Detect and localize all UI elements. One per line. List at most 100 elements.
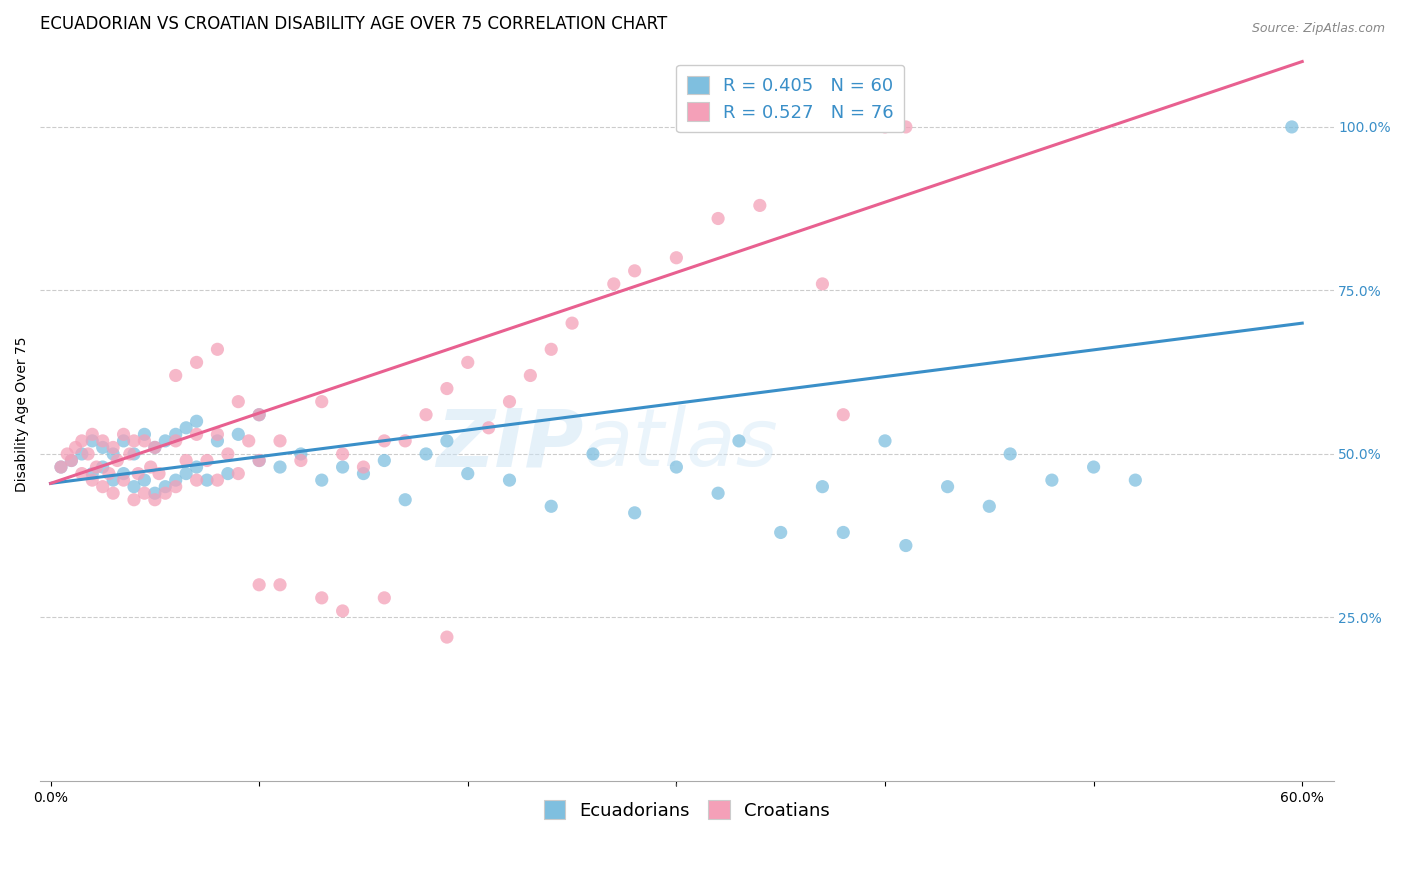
Point [186,355,208,369]
Point [707,211,730,226]
Point [436,630,458,644]
Point [457,467,479,481]
Point [519,368,541,383]
Point [174,467,197,481]
Point [174,421,197,435]
Point [112,467,135,481]
Point [139,460,162,475]
Point [101,486,124,500]
Point [769,525,792,540]
Point [498,394,520,409]
Point [353,460,375,475]
Point [70,434,93,448]
Point [226,394,249,409]
Point [122,492,145,507]
Point [105,453,128,467]
Point [165,473,187,487]
Point [311,394,333,409]
Point [112,473,135,487]
Point [174,453,197,467]
Point [195,473,218,487]
Point [97,467,120,481]
Point [155,480,177,494]
Point [623,264,645,278]
Text: atlas: atlas [583,405,778,483]
Point [91,460,114,475]
Point [894,539,917,553]
Point [101,473,124,487]
Point [290,447,312,461]
Point [155,486,177,500]
Point [247,408,270,422]
Point [238,434,260,448]
Point [415,408,437,422]
Point [457,355,479,369]
Point [127,467,149,481]
Point [101,447,124,461]
Point [186,414,208,428]
Point [873,120,896,134]
Point [165,368,187,383]
Text: ZIP: ZIP [436,405,583,483]
Point [373,591,395,605]
Point [332,604,354,618]
Point [936,480,959,494]
Point [217,467,239,481]
Point [540,343,562,357]
Point [269,434,291,448]
Point [165,480,187,494]
Text: ECUADORIAN VS CROATIAN DISABILITY AGE OVER 75 CORRELATION CHART: ECUADORIAN VS CROATIAN DISABILITY AGE OV… [41,15,668,33]
Point [373,453,395,467]
Point [1123,473,1146,487]
Point [247,408,270,422]
Point [247,453,270,467]
Point [56,447,79,461]
Point [82,434,104,448]
Point [112,427,135,442]
Point [195,453,218,467]
Point [217,447,239,461]
Point [207,343,229,357]
Point [728,434,751,448]
Point [247,578,270,592]
Point [186,473,208,487]
Point [394,434,416,448]
Point [134,434,156,448]
Point [226,427,249,442]
Point [436,434,458,448]
Point [394,492,416,507]
Text: Source: ZipAtlas.com: Source: ZipAtlas.com [1251,22,1385,36]
Point [143,441,166,455]
Point [60,453,83,467]
Point [873,434,896,448]
Point [101,441,124,455]
Point [70,447,93,461]
Point [49,460,72,475]
Point [998,447,1021,461]
Point [1281,120,1303,134]
Point [134,473,156,487]
Point [415,447,437,461]
Point [91,480,114,494]
Y-axis label: Disability Age Over 75: Disability Age Over 75 [15,337,30,492]
Point [122,447,145,461]
Point [665,251,688,265]
Point [269,460,291,475]
Point [60,453,83,467]
Point [436,382,458,396]
Legend: Ecuadorians, Croatians: Ecuadorians, Croatians [536,793,838,827]
Point [148,467,170,481]
Point [49,460,72,475]
Point [82,427,104,442]
Point [603,277,626,291]
Point [623,506,645,520]
Point [269,578,291,592]
Point [748,198,770,212]
Point [332,447,354,461]
Point [112,434,135,448]
Point [155,434,177,448]
Point [118,447,141,461]
Point [478,421,501,435]
Point [811,480,834,494]
Point [70,467,93,481]
